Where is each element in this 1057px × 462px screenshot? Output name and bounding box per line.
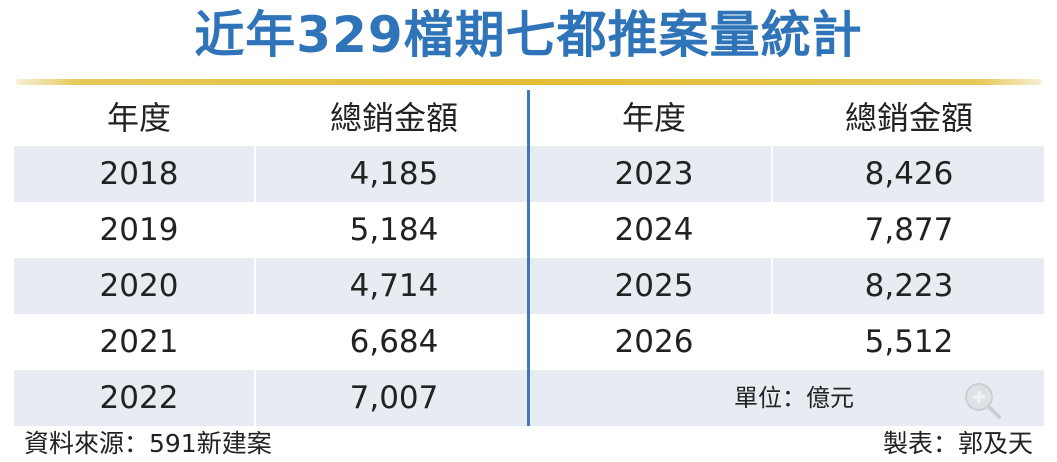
year-cell: 2023 [614, 156, 694, 192]
zoom-in-icon[interactable] [962, 380, 1002, 420]
chart-title: 近年329檔期七都推案量統計 [194, 6, 863, 64]
amount-cell: 5,184 [349, 212, 439, 248]
year-cell: 2020 [99, 268, 179, 304]
amount-cell: 8,426 [864, 156, 954, 192]
header-amount-right: 總銷金額 [844, 99, 973, 137]
column-divider [771, 90, 773, 370]
amount-cell: 8,223 [864, 268, 954, 304]
year-cell: 2018 [99, 156, 179, 192]
year-cell: 2021 [99, 324, 179, 360]
year-cell: 2019 [99, 212, 179, 248]
amount-cell: 4,185 [349, 156, 439, 192]
center-divider [527, 90, 530, 426]
amount-cell: 7,007 [349, 380, 439, 416]
amount-cell: 4,714 [349, 268, 439, 304]
table-header-row: 年度 總銷金額 年度 總銷金額 [14, 90, 1044, 146]
header-year-right: 年度 [621, 99, 686, 137]
unit-note: 單位：億元 [734, 384, 854, 412]
header-year-left: 年度 [106, 99, 171, 137]
stats-table: 年度 總銷金額 年度 總銷金額 2018 4,185 2023 8,426 20… [14, 90, 1044, 426]
year-cell: 2025 [614, 268, 694, 304]
table-row: 2019 5,184 2024 7,877 [14, 202, 1044, 258]
column-divider [254, 90, 256, 426]
table-row: 2021 6,684 2026 5,512 [14, 314, 1044, 370]
amount-cell: 7,877 [864, 212, 954, 248]
amount-cell: 5,512 [864, 324, 954, 360]
year-cell: 2022 [99, 380, 179, 416]
credit-note: 製表：郭及天 [882, 429, 1033, 458]
title-divider [16, 79, 1042, 85]
source-note: 資料來源：591新建案 [24, 429, 272, 458]
header-amount-left: 總銷金額 [329, 99, 458, 137]
amount-cell: 6,684 [349, 324, 439, 360]
year-cell: 2024 [614, 212, 694, 248]
year-cell: 2026 [614, 324, 694, 360]
